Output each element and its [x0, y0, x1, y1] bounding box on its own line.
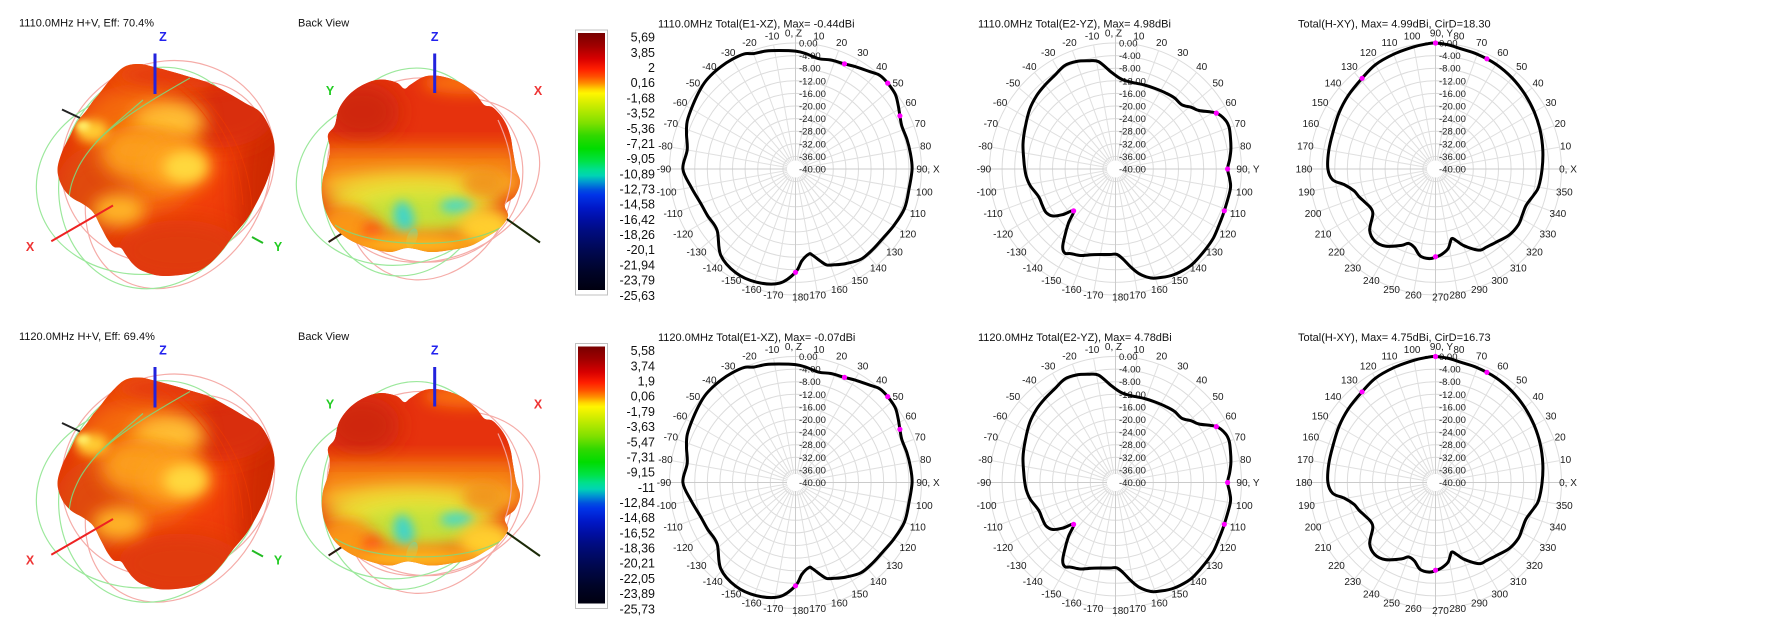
- svg-text:1120.0MHz H+V, Eff: 69.4%: 1120.0MHz H+V, Eff: 69.4%: [19, 331, 155, 343]
- svg-text:-20,21: -20,21: [620, 557, 655, 571]
- svg-text:-3,52: -3,52: [627, 107, 656, 121]
- svg-text:-18,36: -18,36: [620, 542, 655, 556]
- svg-text:Back View: Back View: [298, 18, 349, 30]
- svg-text:1110.0MHz H+V, Eff: 70.4%: 1110.0MHz H+V, Eff: 70.4%: [19, 18, 154, 30]
- svg-text:5,69: 5,69: [631, 31, 655, 45]
- svg-text:-9,15: -9,15: [627, 466, 656, 480]
- svg-text:-16,42: -16,42: [620, 213, 655, 227]
- svg-text:1120.0MHz Total(E2-YZ), Max= 4: 1120.0MHz Total(E2-YZ), Max= 4.78dBi: [978, 332, 1172, 344]
- svg-text:-25,73: -25,73: [620, 602, 655, 616]
- svg-text:-1,79: -1,79: [627, 405, 656, 419]
- svg-text:-20,1: -20,1: [627, 243, 656, 257]
- svg-text:3,85: 3,85: [631, 46, 655, 60]
- svg-text:-14,58: -14,58: [620, 198, 655, 212]
- svg-text:-3,63: -3,63: [627, 420, 656, 434]
- svg-text:1120.0MHz Total(E1-XZ), Max= -: 1120.0MHz Total(E1-XZ), Max= -0.07dBi: [658, 332, 855, 344]
- svg-text:-14,68: -14,68: [620, 511, 655, 525]
- svg-text:-21,94: -21,94: [620, 258, 655, 272]
- svg-text:1110.0MHz Total(E2-YZ), Max= 4: 1110.0MHz Total(E2-YZ), Max= 4.98dBi: [978, 19, 1171, 31]
- svg-text:-5,36: -5,36: [627, 122, 656, 136]
- svg-text:0,16: 0,16: [631, 76, 655, 90]
- svg-text:3,74: 3,74: [631, 359, 655, 373]
- svg-text:Total(H-XY), Max= 4.99dBi, Cir: Total(H-XY), Max= 4.99dBi, CirD=18.30: [1298, 19, 1491, 31]
- svg-text:-11: -11: [638, 481, 655, 495]
- svg-text:0,06: 0,06: [631, 390, 655, 404]
- svg-text:-12,73: -12,73: [620, 183, 655, 197]
- svg-text:Total(H-XY), Max= 4.75dBi, Cir: Total(H-XY), Max= 4.75dBi, CirD=16.73: [1298, 332, 1491, 344]
- svg-text:-23,89: -23,89: [620, 587, 655, 601]
- svg-text:-7,31: -7,31: [627, 451, 656, 465]
- svg-text:-9,05: -9,05: [627, 152, 656, 166]
- svg-text:-1,68: -1,68: [627, 91, 656, 105]
- svg-text:1,9: 1,9: [638, 375, 655, 389]
- svg-text:1110.0MHz Total(E1-XZ), Max= -: 1110.0MHz Total(E1-XZ), Max= -0.44dBi: [658, 19, 855, 31]
- svg-text:-22,05: -22,05: [620, 572, 655, 586]
- svg-text:-5,47: -5,47: [627, 435, 656, 449]
- svg-text:-16,52: -16,52: [620, 526, 655, 540]
- svg-text:Back View: Back View: [298, 331, 349, 343]
- svg-text:-12,84: -12,84: [620, 496, 655, 510]
- svg-text:2: 2: [648, 61, 655, 75]
- svg-text:-23,79: -23,79: [620, 274, 655, 288]
- svg-text:-10,89: -10,89: [620, 167, 655, 181]
- svg-text:-25,63: -25,63: [620, 289, 655, 303]
- svg-text:5,58: 5,58: [631, 344, 655, 358]
- svg-text:-7,21: -7,21: [627, 137, 656, 151]
- svg-text:-18,26: -18,26: [620, 228, 655, 242]
